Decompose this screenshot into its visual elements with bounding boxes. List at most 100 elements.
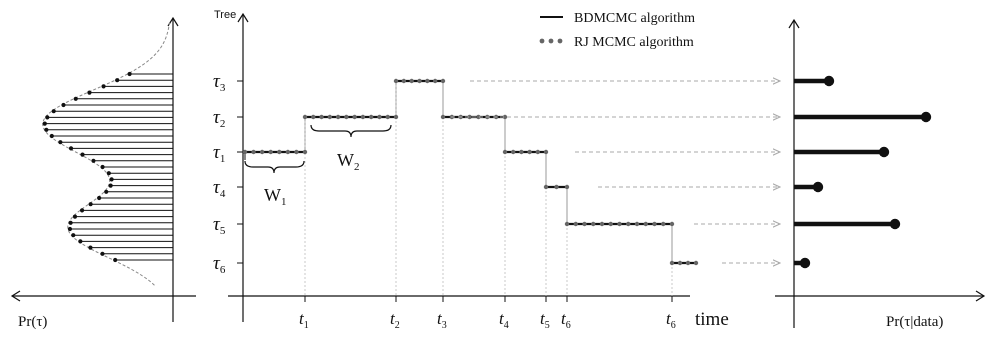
time-label: t2	[390, 309, 400, 331]
prior-stem-dot	[108, 183, 113, 188]
rjmcmc-dot	[626, 221, 631, 227]
rjmcmc-dot	[251, 149, 256, 155]
rjmcmc-dot	[294, 149, 299, 155]
prior-stem-dot	[100, 164, 105, 170]
rjmcmc-dot	[440, 78, 446, 84]
rjmcmc-dot	[302, 114, 308, 120]
rjmcmc-dot	[591, 221, 596, 227]
prior-stem-dot	[44, 127, 49, 132]
rjmcmc-dot	[573, 221, 578, 227]
posterior-dot	[878, 146, 890, 158]
rjmcmc-dot	[564, 184, 570, 190]
prior-stem-dot	[100, 251, 105, 256]
posterior-dot	[920, 111, 932, 123]
prior-axis-label: Pr(τ)	[18, 314, 47, 330]
tree-label: τ6	[213, 253, 226, 276]
main-panel: Tree time τ3 τ2 τ1 τ4 τ5 τ6 t1 t2 t3 t4 t5 t6 t6 W1…	[213, 9, 780, 331]
rjmcmc-dot	[519, 149, 524, 155]
prior-stem-dot	[88, 245, 93, 250]
prior-stem-dot	[113, 257, 118, 263]
rjmcmc-dot	[311, 114, 316, 120]
prior-stem-dot	[61, 102, 66, 108]
legend: BDMCMC algorithm RJ MCMC algorithm	[539, 11, 695, 50]
rjmcmc-dot	[652, 221, 657, 227]
mapping-arrows	[451, 81, 780, 263]
rjmcmc-dot	[599, 221, 605, 227]
prior-stem-dot	[79, 208, 85, 213]
posterior-dot	[799, 257, 811, 269]
posterior-bars	[794, 75, 932, 269]
prior-stem-dot	[88, 202, 93, 207]
prior-stem-dot	[72, 214, 78, 219]
prior-stem-dot	[109, 177, 114, 182]
rjmcmc-dot	[661, 221, 666, 227]
rjmcmc-dot	[409, 78, 414, 84]
rjmcmc-dot	[634, 221, 640, 227]
rjmcmc-dot	[393, 78, 399, 84]
prior-stem-dot	[73, 96, 78, 101]
time-ticks	[304, 296, 673, 302]
posterior-y-axis-arrowhead	[788, 18, 800, 29]
rjmcmc-dot	[327, 114, 333, 120]
rjmcmc-dot	[554, 184, 559, 190]
rjmcmc-dot	[393, 114, 399, 120]
prior-stem-dot	[68, 220, 73, 225]
prior-stem-dot	[67, 226, 73, 232]
tree-label: τ3	[213, 71, 226, 94]
prior-stem-dot	[97, 195, 102, 201]
prior-stem-dot	[78, 239, 83, 244]
prior-stem-dot	[68, 146, 74, 151]
rjmcmc-dot	[511, 149, 516, 155]
prior-stem-dot	[51, 109, 56, 114]
tree-label: τ1	[213, 142, 225, 165]
time-label: t4	[499, 309, 509, 331]
posterior-dot	[889, 218, 901, 230]
rjmcmc-dot	[643, 221, 648, 227]
prior-density-curve	[42, 21, 171, 287]
rjmcmc-dot	[285, 149, 291, 155]
legend-dot	[539, 38, 545, 44]
legend-rjmcmc-label: RJ MCMC algorithm	[574, 35, 694, 50]
main-y-axis-arrowhead	[237, 12, 249, 23]
rjmcmc-dot	[335, 114, 341, 120]
rjmcmc-dot	[268, 149, 273, 155]
rjmcmc-dot	[669, 260, 675, 266]
prior-stem-dot	[87, 90, 92, 95]
rjmcmc-dot	[302, 149, 308, 155]
prior-stem-dot	[115, 78, 120, 83]
posterior-dot	[823, 75, 835, 87]
tree-label: τ5	[213, 214, 226, 237]
rjmcmc-dot	[377, 114, 382, 120]
bdmcmc-steps	[245, 79, 696, 265]
prior-stem-dot	[71, 233, 76, 238]
rjmcmc-dot	[440, 114, 446, 120]
rjmcmc-dot	[502, 149, 508, 155]
rjmcmc-dot	[352, 114, 357, 120]
legend-bdmcmc-label: BDMCMC algorithm	[574, 11, 695, 26]
prior-stem-dot	[101, 84, 106, 89]
main-x-axis-label: time	[695, 309, 729, 330]
rjmcmc-dot	[476, 114, 481, 120]
tree-labels: τ3 τ2 τ1 τ4 τ5 τ6	[213, 71, 243, 276]
rjmcmc-dot	[502, 114, 508, 120]
rjmcmc-dot	[543, 184, 549, 190]
rjmcmc-dot	[467, 114, 472, 120]
rjmcmc-dot	[617, 221, 622, 227]
w1-label: W1	[264, 185, 287, 208]
posterior-axis-label: Pr(τ|data)	[886, 314, 943, 330]
rjmcmc-dot	[669, 221, 675, 227]
rjmcmc-dot	[385, 114, 390, 120]
prior-panel: Pr(τ)	[10, 16, 196, 330]
rjmcmc-dots	[242, 78, 699, 266]
prior-x-axis-left-arrowhead	[10, 290, 21, 302]
time-label: t5	[540, 309, 550, 331]
rjmcmc-dot	[425, 78, 430, 84]
rjmcmc-dot	[693, 260, 699, 266]
time-labels: t1 t2 t3 t4 t5 t6 t6	[299, 309, 676, 331]
rjmcmc-dot	[685, 260, 691, 266]
posterior-x-axis-arrowhead	[975, 290, 986, 302]
prior-stem-dot	[42, 121, 47, 126]
time-label: t3	[437, 309, 447, 331]
rjmcmc-dot	[432, 78, 438, 84]
rjmcmc-dot	[564, 221, 570, 227]
